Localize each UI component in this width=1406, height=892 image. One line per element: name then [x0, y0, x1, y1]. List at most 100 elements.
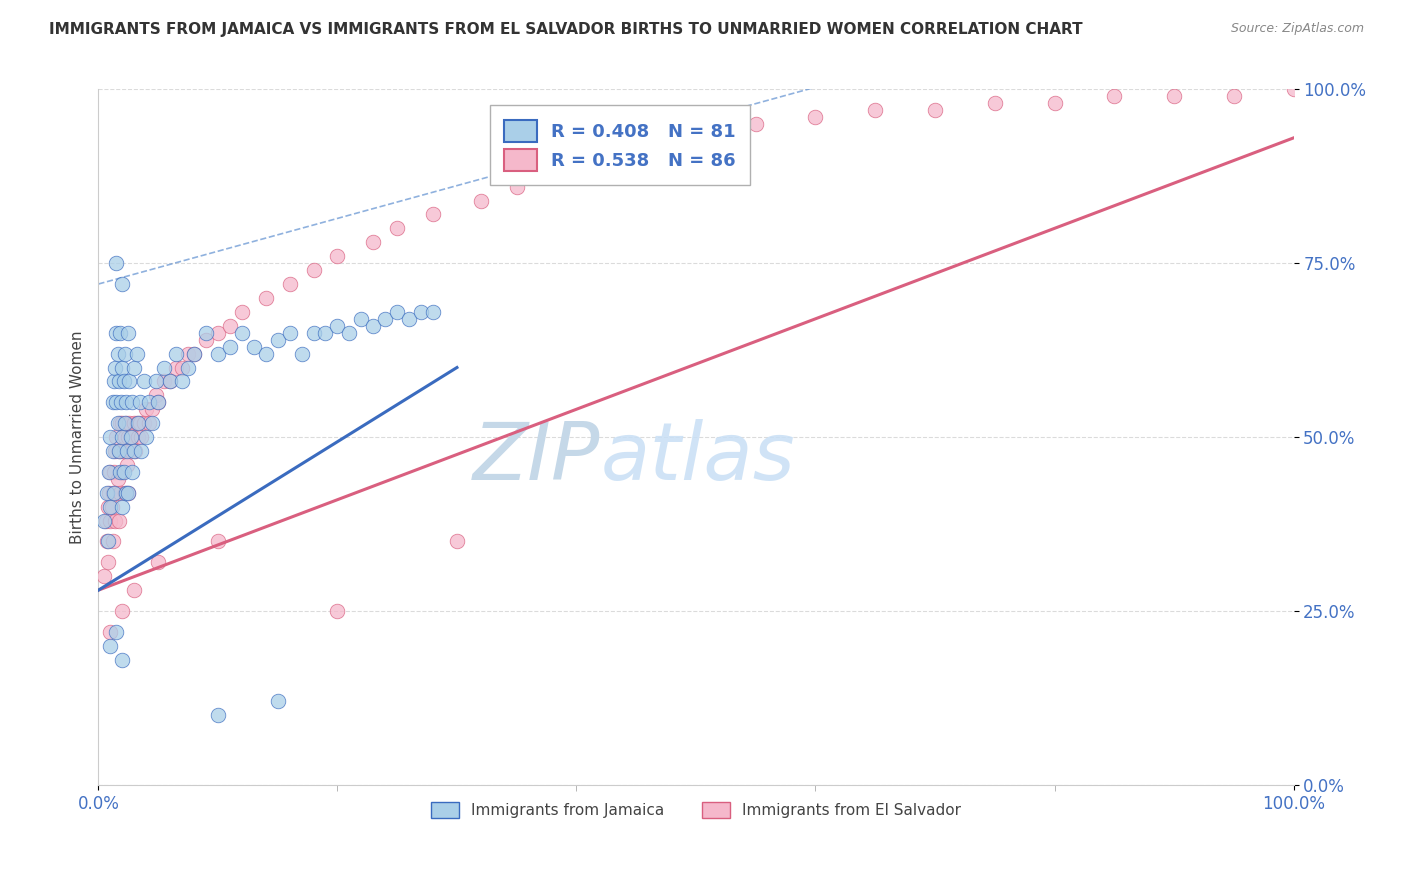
Point	[107, 472, 129, 486]
Point	[101, 444, 124, 458]
Point	[865, 103, 887, 117]
Point	[103, 485, 125, 500]
Point	[363, 235, 385, 250]
Point	[422, 207, 444, 221]
Point	[1043, 96, 1066, 111]
Point	[159, 375, 181, 389]
Point	[101, 534, 124, 549]
Point	[422, 305, 444, 319]
Point	[148, 395, 170, 409]
Point	[93, 514, 115, 528]
Point	[278, 326, 301, 340]
Point	[127, 430, 149, 444]
Point	[132, 416, 155, 430]
Point	[135, 430, 157, 444]
Point	[470, 194, 492, 208]
Point	[97, 500, 120, 514]
Point	[105, 256, 128, 270]
Point	[172, 375, 194, 389]
Point	[98, 514, 122, 528]
Point	[124, 583, 146, 598]
Point	[112, 444, 135, 458]
Point	[124, 444, 146, 458]
Point	[745, 117, 768, 131]
Point	[114, 416, 136, 430]
Point	[131, 430, 153, 444]
Point	[243, 340, 266, 354]
Point	[115, 444, 138, 458]
Point	[145, 375, 167, 389]
Point	[159, 375, 181, 389]
Point	[98, 500, 122, 514]
Point	[374, 311, 396, 326]
Point	[1282, 82, 1305, 96]
Point	[165, 346, 187, 360]
Point	[107, 416, 129, 430]
Point	[98, 465, 122, 479]
Point	[100, 500, 122, 514]
Point	[105, 485, 128, 500]
Point	[103, 465, 125, 479]
Point	[111, 416, 134, 430]
Point	[172, 360, 194, 375]
Point	[153, 360, 176, 375]
Point	[117, 485, 139, 500]
Point	[924, 103, 946, 117]
Text: Source: ZipAtlas.com: Source: ZipAtlas.com	[1230, 22, 1364, 36]
Point	[111, 500, 134, 514]
Point	[97, 555, 120, 569]
Point	[1223, 89, 1246, 103]
Point	[685, 131, 707, 145]
Point	[267, 333, 290, 347]
Point	[105, 430, 128, 444]
Point	[115, 485, 138, 500]
Point	[98, 624, 122, 639]
Point	[148, 395, 170, 409]
Point	[96, 485, 118, 500]
Text: IMMIGRANTS FROM JAMAICA VS IMMIGRANTS FROM EL SALVADOR BIRTHS TO UNMARRIED WOMEN: IMMIGRANTS FROM JAMAICA VS IMMIGRANTS FR…	[49, 22, 1083, 37]
Point	[291, 346, 314, 360]
Point	[129, 395, 152, 409]
Point	[111, 360, 134, 375]
Point	[104, 514, 127, 528]
Point	[101, 485, 124, 500]
Point	[110, 395, 132, 409]
Point	[231, 326, 253, 340]
Point	[350, 311, 373, 326]
Point	[148, 555, 170, 569]
Point	[105, 624, 128, 639]
Point	[302, 326, 325, 340]
Point	[110, 444, 132, 458]
Point	[132, 375, 155, 389]
Point	[254, 291, 277, 305]
Point	[104, 360, 127, 375]
Point	[104, 444, 127, 458]
Point	[124, 416, 146, 430]
Point	[111, 653, 134, 667]
Point	[115, 458, 138, 472]
Point	[177, 346, 200, 360]
Point	[121, 430, 143, 444]
Point	[120, 444, 142, 458]
Point	[984, 96, 1007, 111]
Point	[302, 263, 325, 277]
Point	[96, 534, 118, 549]
Point	[105, 326, 128, 340]
Point	[363, 318, 385, 333]
Point	[107, 444, 129, 458]
Point	[385, 305, 409, 319]
Point	[111, 277, 134, 291]
Point	[103, 375, 125, 389]
Text: atlas: atlas	[600, 419, 796, 497]
Point	[93, 569, 115, 583]
Point	[207, 326, 229, 340]
Point	[138, 416, 160, 430]
Point	[107, 346, 129, 360]
Point	[267, 694, 290, 708]
Point	[112, 375, 135, 389]
Point	[141, 402, 163, 417]
Point	[117, 326, 139, 340]
Point	[589, 152, 612, 166]
Point	[98, 430, 122, 444]
Point	[107, 514, 129, 528]
